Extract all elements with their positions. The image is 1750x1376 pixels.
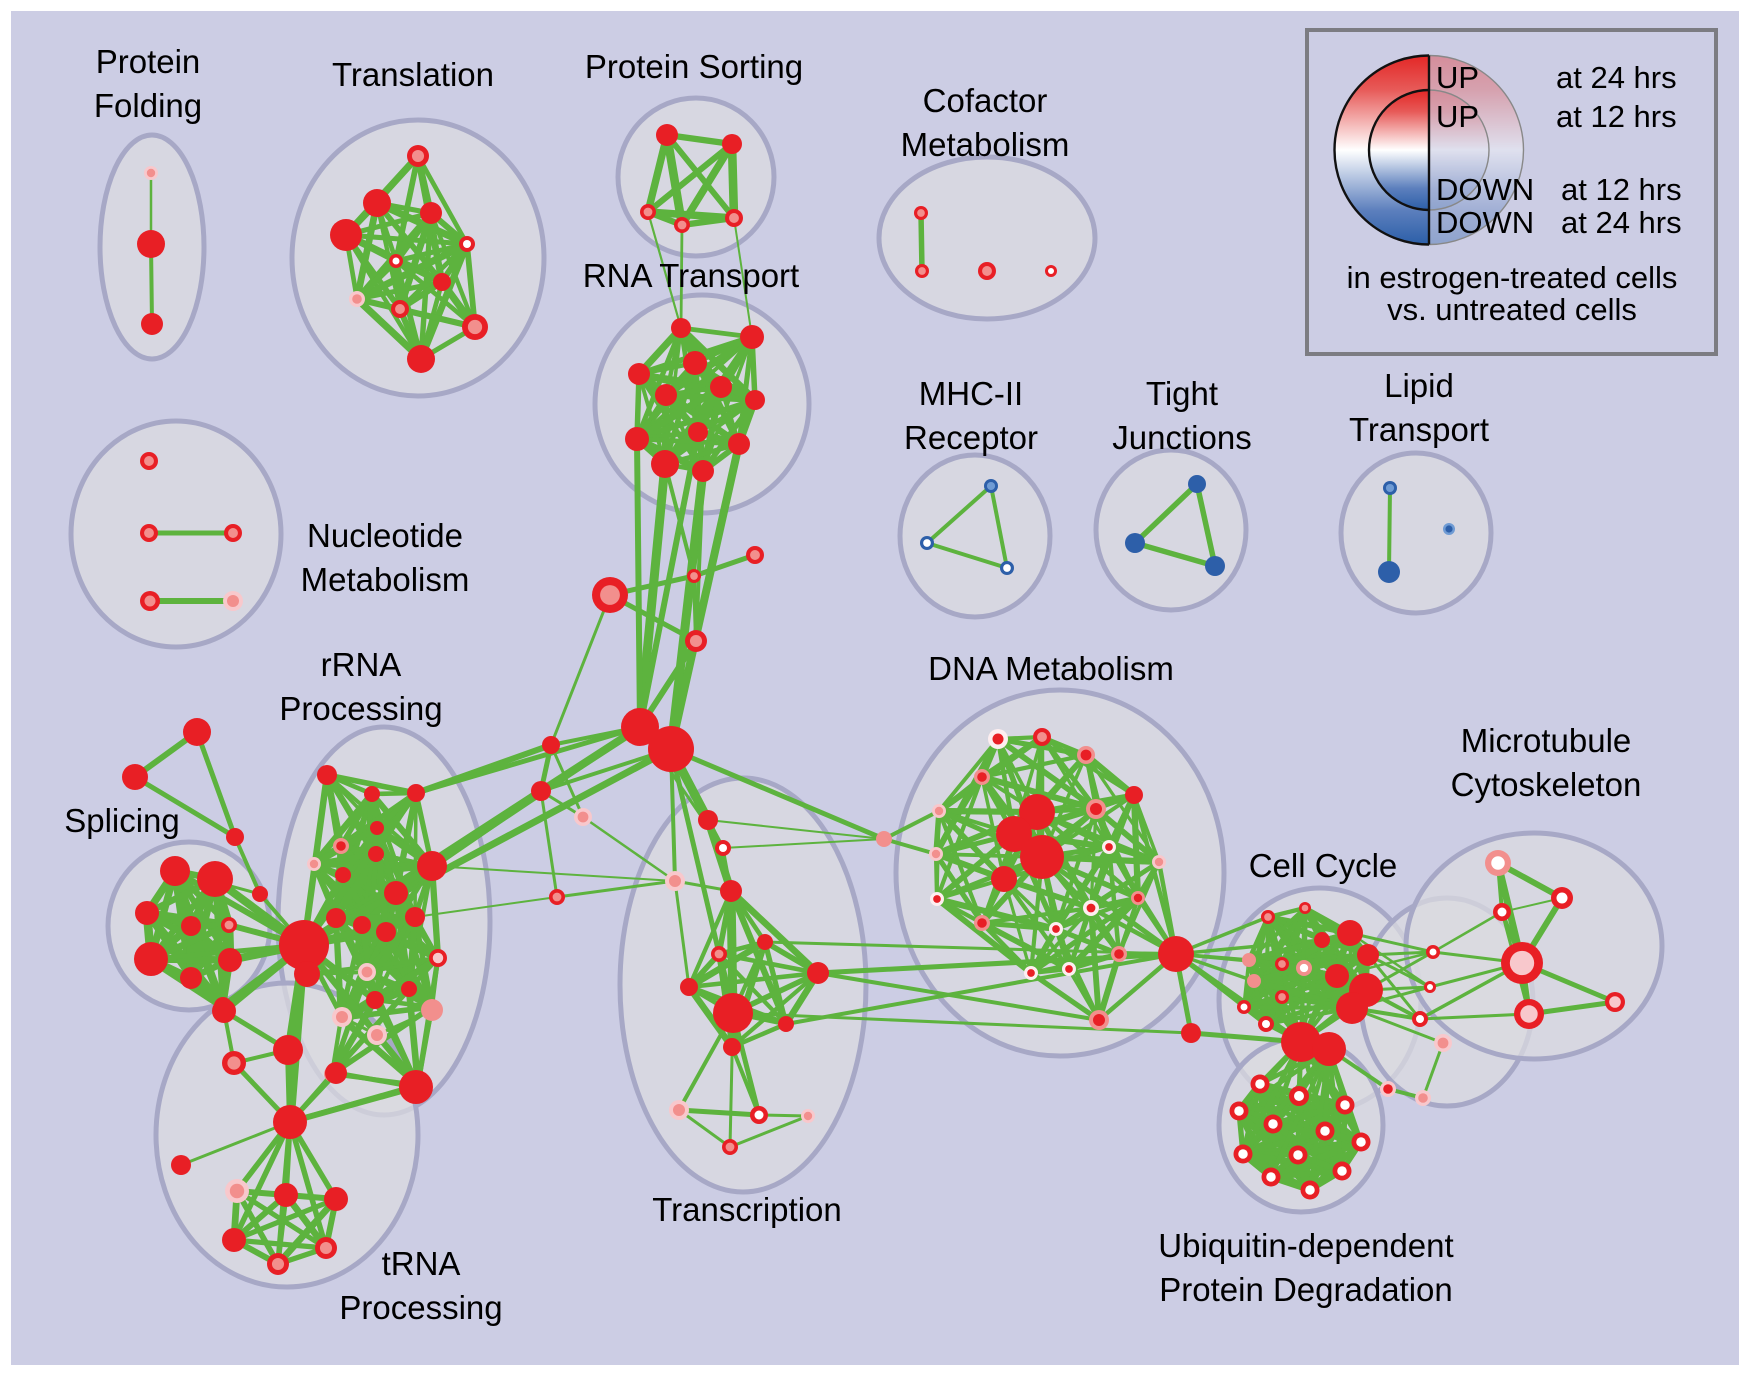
svg-text:UP: UP	[1436, 99, 1479, 134]
svg-text:rRNA: rRNA	[321, 646, 402, 683]
svg-text:Splicing: Splicing	[64, 802, 180, 839]
svg-text:at 24 hrs: at 24 hrs	[1561, 205, 1682, 240]
svg-text:Protein Degradation: Protein Degradation	[1159, 1271, 1453, 1308]
svg-text:DNA Metabolism: DNA Metabolism	[928, 650, 1174, 687]
svg-text:Cell Cycle: Cell Cycle	[1249, 847, 1398, 884]
svg-text:RNA Transport: RNA Transport	[583, 257, 799, 294]
svg-text:Processing: Processing	[279, 690, 442, 727]
svg-text:vs. untreated cells: vs. untreated cells	[1387, 292, 1637, 327]
svg-text:Protein: Protein	[96, 43, 201, 80]
svg-text:Ubiquitin-dependent: Ubiquitin-dependent	[1158, 1227, 1453, 1264]
svg-text:Metabolism: Metabolism	[301, 561, 470, 598]
svg-text:at 24 hrs: at 24 hrs	[1556, 60, 1677, 95]
svg-text:tRNA: tRNA	[382, 1245, 461, 1282]
svg-text:Tight: Tight	[1146, 375, 1218, 412]
svg-text:Transcription: Transcription	[652, 1191, 842, 1228]
svg-text:Protein Sorting: Protein Sorting	[585, 48, 803, 85]
svg-text:MHC-II: MHC-II	[919, 375, 1023, 412]
svg-text:Cytoskeleton: Cytoskeleton	[1451, 766, 1642, 803]
svg-text:DOWN: DOWN	[1436, 172, 1534, 207]
svg-text:Processing: Processing	[339, 1289, 502, 1326]
svg-text:Junctions: Junctions	[1112, 419, 1251, 456]
svg-text:Transport: Transport	[1349, 411, 1489, 448]
svg-text:at 12 hrs: at 12 hrs	[1561, 172, 1682, 207]
svg-text:UP: UP	[1436, 60, 1479, 95]
svg-text:Cofactor: Cofactor	[923, 82, 1048, 119]
svg-text:Translation: Translation	[332, 56, 494, 93]
svg-text:in estrogen-treated cells: in estrogen-treated cells	[1347, 260, 1678, 295]
svg-text:Metabolism: Metabolism	[901, 126, 1070, 163]
svg-text:at 12 hrs: at 12 hrs	[1556, 99, 1677, 134]
svg-text:Microtubule: Microtubule	[1461, 722, 1632, 759]
svg-text:Folding: Folding	[94, 87, 202, 124]
svg-text:Lipid: Lipid	[1384, 367, 1454, 404]
svg-text:Nucleotide: Nucleotide	[307, 517, 463, 554]
svg-text:DOWN: DOWN	[1436, 205, 1534, 240]
svg-text:Receptor: Receptor	[904, 419, 1038, 456]
